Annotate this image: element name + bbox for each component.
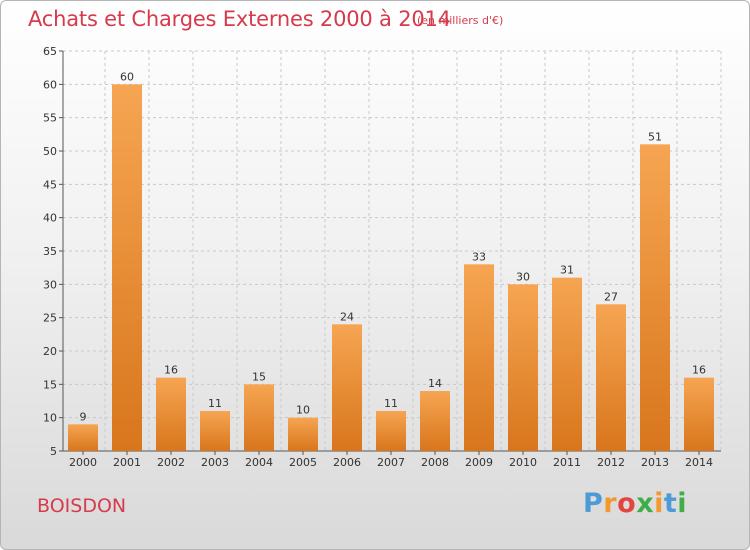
x-tick-label: 2013 [641, 456, 669, 469]
place-name: BOISDON [37, 495, 127, 517]
bar-value-label: 11 [384, 397, 398, 410]
x-tick-label: 2007 [377, 456, 405, 469]
x-tick-label: 2003 [201, 456, 229, 469]
logo-letter: r [603, 488, 618, 519]
y-tick-label: 5 [50, 445, 57, 458]
bar-2010 [508, 284, 538, 451]
y-tick-label: 50 [43, 145, 57, 158]
x-tick-label: 2010 [509, 456, 537, 469]
bar-2013 [640, 144, 670, 452]
bars [68, 84, 714, 452]
bar-2002 [156, 377, 186, 451]
y-tick-label: 15 [43, 378, 57, 391]
bar-value-label: 11 [208, 397, 222, 410]
bar-value-label: 24 [340, 310, 354, 323]
x-tick-label: 2014 [685, 456, 713, 469]
bar-value-label: 10 [296, 404, 310, 417]
labels: 9 60 16 11 15 10 24 11 14 33 30 31 27 51 16 [80, 70, 707, 423]
x-tick-label: 2005 [289, 456, 317, 469]
logo-letter: t [663, 488, 678, 519]
proxiti-logo: Proxiti [583, 488, 687, 519]
y-tick-label: 40 [43, 212, 57, 225]
axes: 5 10 15 20 25 30 35 40 45 50 55 60 65 2000 2001 2002 200… [43, 45, 721, 469]
y-tick-label: 60 [43, 78, 57, 91]
y-tick-label: 25 [43, 312, 57, 325]
bar-value-label: 33 [472, 250, 486, 263]
x-tick-label: 2008 [421, 456, 449, 469]
logo-letter: o [617, 488, 637, 519]
bar-value-label: 16 [692, 364, 706, 377]
bar-2004 [244, 384, 274, 451]
x-tick-label: 2006 [333, 456, 361, 469]
bar-2012 [596, 304, 626, 451]
x-tick-label: 2009 [465, 456, 493, 469]
bar-value-label: 15 [252, 370, 266, 383]
bar-2011 [552, 277, 582, 451]
y-tick-label: 20 [43, 345, 57, 358]
bar-value-label: 51 [648, 130, 662, 143]
bar-value-label: 9 [80, 410, 87, 423]
bar-2006 [332, 324, 362, 451]
bar-2007 [376, 411, 406, 451]
bar-value-label: 14 [428, 377, 442, 390]
bar-value-label: 31 [560, 264, 574, 277]
x-tick-label: 2012 [597, 456, 625, 469]
x-tick-label: 2000 [69, 456, 97, 469]
bar-2000 [68, 424, 98, 451]
bar-value-label: 27 [604, 290, 618, 303]
x-tick-label: 2001 [113, 456, 141, 469]
bar-2005 [288, 417, 318, 451]
chart-unit-note: (en milliers d'€) [417, 14, 504, 27]
y-tick-label: 30 [43, 278, 57, 291]
logo-letter: i [654, 488, 664, 519]
bar-value-label: 30 [516, 270, 530, 283]
y-tick-label: 35 [43, 245, 57, 258]
bar-2009 [464, 264, 494, 451]
chart-title: Achats et Charges Externes 2000 à 2014 [28, 7, 451, 31]
y-tick-label: 65 [43, 45, 57, 58]
logo-letter: P [583, 488, 604, 519]
logo-letter: x [636, 488, 655, 519]
x-tick-label: 2002 [157, 456, 185, 469]
bar-2001 [112, 84, 142, 451]
y-tick-label: 55 [43, 112, 57, 125]
bar-value-label: 60 [120, 70, 134, 83]
y-tick-label: 45 [43, 178, 57, 191]
logo-letter: i [677, 488, 688, 519]
bar-2003 [200, 411, 230, 451]
y-tick-label: 10 [43, 412, 57, 425]
bar-2008 [420, 391, 450, 451]
x-tick-label: 2004 [245, 456, 273, 469]
bar-2014 [684, 377, 714, 451]
x-tick-label: 2011 [553, 456, 581, 469]
bar-value-label: 16 [164, 364, 178, 377]
